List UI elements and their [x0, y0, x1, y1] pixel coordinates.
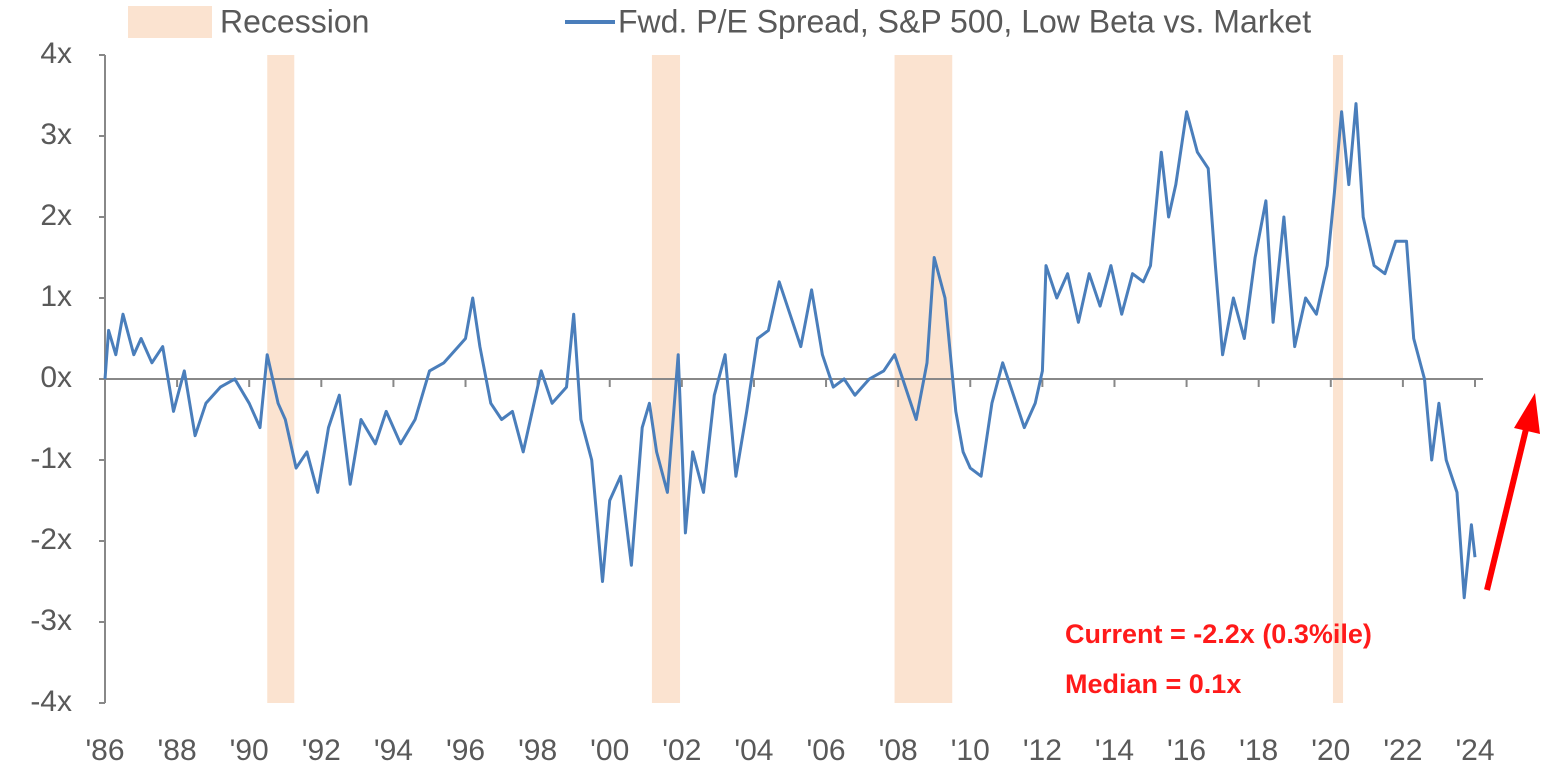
legend-swatch-recession: [128, 6, 212, 38]
legend-label: Fwd. P/E Spread, S&P 500, Low Beta vs. M…: [618, 3, 1311, 39]
x-tick-label: '16: [1167, 734, 1206, 767]
y-tick-label: 1x: [40, 280, 72, 313]
annotation: Current = -2.2x (0.3%ile): [1065, 619, 1372, 649]
y-tick-label: -4x: [30, 685, 72, 718]
x-tick-label: '12: [1023, 734, 1062, 767]
x-tick-label: '24: [1455, 734, 1494, 767]
arrow-head: [1514, 393, 1540, 434]
x-tick-label: '22: [1383, 734, 1422, 767]
y-tick-label: 3x: [40, 118, 72, 151]
plot-area: 4x 3x 2x 1x 0x -1x -2x -3x -4x '86 '88 '90 '92 '94 '96…: [30, 37, 1494, 767]
x-tick-label: '96: [446, 734, 485, 767]
y-tick-label: -1x: [30, 442, 72, 475]
x-tick-label: '18: [1239, 734, 1278, 767]
y-tick-label: 0x: [40, 361, 72, 394]
x-tick-label: '92: [302, 734, 341, 767]
x-tick-label: '00: [590, 734, 629, 767]
x-tick-label: '06: [806, 734, 845, 767]
y-tick-label: 4x: [40, 37, 72, 70]
x-tick-label: '08: [879, 734, 918, 767]
x-tick-label: '90: [230, 734, 269, 767]
y-tick-label: -2x: [30, 523, 72, 556]
y-tick-label: 2x: [40, 199, 72, 232]
x-tick-label: '86: [85, 734, 124, 767]
data-line: [103, 102, 1477, 600]
x-tick-label: '88: [158, 734, 197, 767]
x-tick-label: '98: [518, 734, 557, 767]
x-tick-label: '20: [1311, 734, 1350, 767]
annotation: Median = 0.1x: [1065, 669, 1241, 699]
x-tick-label: '02: [662, 734, 701, 767]
x-tick-label: '94: [374, 734, 413, 767]
legend-label: Recession: [220, 3, 369, 39]
y-tick-label: -3x: [30, 604, 72, 637]
x-tick-label: '10: [951, 734, 990, 767]
arrow-shaft: [1484, 424, 1530, 591]
x-tick-label: '14: [1095, 734, 1134, 767]
x-tick-label: '04: [734, 734, 773, 767]
